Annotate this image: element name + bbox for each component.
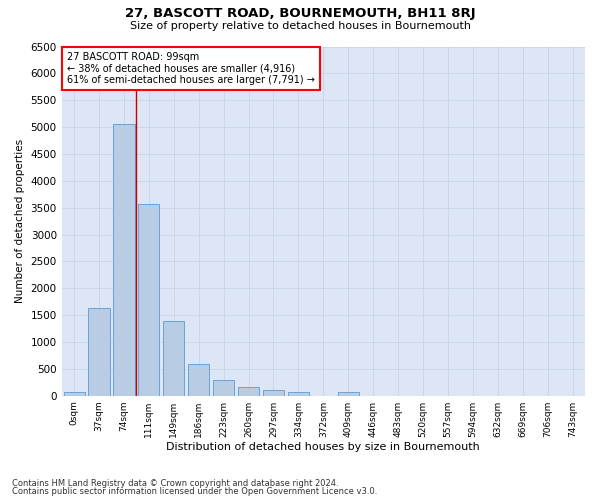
Bar (288, 392, 309, 396)
Text: Contains HM Land Registry data © Crown copyright and database right 2024.: Contains HM Land Registry data © Crown c… (12, 478, 338, 488)
Text: 27, BASCOTT ROAD, BOURNEMOUTH, BH11 8RJ: 27, BASCOTT ROAD, BOURNEMOUTH, BH11 8RJ (125, 8, 475, 20)
X-axis label: Distribution of detached houses by size in Bournemouth: Distribution of detached houses by size … (166, 442, 480, 452)
Bar (338, 392, 359, 396)
Bar (163, 321, 184, 396)
Text: 27 BASCOTT ROAD: 99sqm
← 38% of detached houses are smaller (4,916)
61% of semi-: 27 BASCOTT ROAD: 99sqm ← 38% of detached… (67, 52, 315, 85)
Bar (64, 392, 85, 396)
Text: Contains public sector information licensed under the Open Government Licence v3: Contains public sector information licen… (12, 487, 377, 496)
Bar (238, 388, 259, 396)
Bar (138, 204, 160, 396)
Bar (113, 124, 134, 396)
Bar (263, 390, 284, 396)
Text: Size of property relative to detached houses in Bournemouth: Size of property relative to detached ho… (130, 21, 470, 31)
Bar (188, 364, 209, 396)
Bar (213, 380, 234, 396)
Bar (88, 308, 110, 396)
Y-axis label: Number of detached properties: Number of detached properties (15, 139, 25, 303)
